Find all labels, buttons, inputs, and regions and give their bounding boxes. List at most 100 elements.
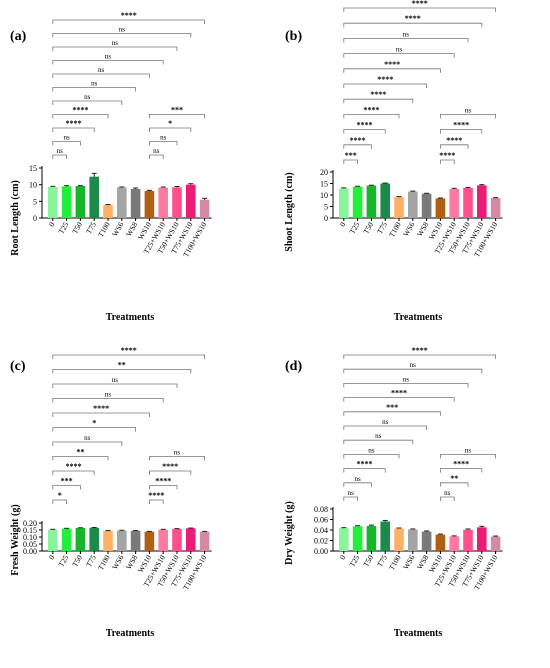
significance-label: **** [66,119,82,128]
significance-bracket [52,470,95,475]
significance-bracket [343,98,414,104]
bar [61,186,72,218]
y-axis-title: Fresh Weight (g) [10,504,21,575]
significance-label: ns [354,475,361,483]
x-axis-title: Treatments [106,628,155,639]
x-axis-title: Treatments [106,312,155,323]
significance-label: **** [453,121,469,130]
significance-label: ns [396,46,403,54]
significance-bracket [52,398,164,403]
significance-label: **** [377,75,393,84]
significance-bracket [343,114,400,119]
significance-bracket [343,411,441,416]
significance-bracket [440,159,455,164]
significance-label: ns [465,106,472,114]
significance-label: * [92,419,96,428]
significance-label: **** [439,151,455,160]
significance-label: ns [382,418,389,426]
x-category-label: T50 [361,220,375,235]
x-category-label: T100 [96,220,112,238]
bar [117,187,127,218]
significance-bracket [149,127,192,132]
significance-bracket [52,441,123,446]
x-category-label: WS6 [110,220,125,238]
significance-bracket [52,114,109,119]
bar [186,184,196,218]
significance-label: **** [405,14,421,23]
x-category-label: T50 [361,553,375,568]
bar [103,205,113,218]
x-category-label: T100 [387,553,403,571]
y-tick-label: 0.00 [23,547,37,556]
significance-bracket [343,22,483,28]
significance-bracket [52,485,81,490]
x-category-label: T25 [347,220,361,235]
y-tick-label: 5 [33,197,37,206]
x-category-label: 0 [47,553,57,561]
significance-label: **** [357,121,373,130]
significance-label: ns [444,489,451,497]
significance-label: *** [345,151,357,160]
y-tick-label: 5 [324,203,328,212]
significance-bracket [343,454,400,459]
x-category-label: T100 [96,553,112,571]
significance-label: ns [465,446,472,454]
x-axis-title: Treatments [394,312,443,323]
bar [48,187,58,218]
bar [435,198,446,218]
significance-label: **** [121,346,137,355]
significance-bracket [343,468,386,473]
significance-bracket [149,485,178,490]
x-category-label: T25 [56,553,70,568]
x-category-label: T50 [70,553,84,568]
bar [421,531,432,551]
chart-panel-3: (d)0.000.020.040.060.080 T25 T50 T75T100WS6… [284,346,503,639]
bar [158,529,168,551]
bar [158,187,168,218]
bar [199,531,210,551]
significance-label: **** [384,60,400,69]
y-tick-label: 0.15 [23,526,37,535]
significance-label: **** [350,136,366,145]
bar [490,197,501,218]
y-tick-label: 0.00 [314,547,328,556]
significance-bracket [52,100,123,105]
y-tick-label: 20 [320,168,328,177]
significance-label: **** [93,404,109,413]
significance-label: ns [403,375,410,383]
significance-bracket [149,114,205,119]
panel-letter: (b) [285,29,302,44]
significance-bracket [52,87,136,92]
significance-bracket [52,141,81,146]
bar [172,187,182,218]
bar [421,193,432,218]
significance-bracket [343,482,372,487]
bar [394,197,404,218]
significance-bracket [52,73,150,78]
significance-label: **** [412,346,428,355]
bar [130,189,141,218]
significance-label: ns [57,147,64,155]
bar [380,521,390,551]
significance-label: ns [153,147,160,155]
significance-label: ns [410,361,417,369]
significance-bracket [52,46,178,51]
bar [117,530,127,551]
y-tick-label: 0.04 [314,526,328,535]
significance-bracket [343,129,386,134]
significance-label: **** [412,0,428,8]
y-tick-label: 10 [320,191,328,200]
significance-bracket [343,159,358,164]
bar [408,529,418,551]
bar [75,528,86,551]
bar [366,525,377,551]
bar [339,528,349,551]
x-category-label: WS6 [401,553,416,571]
significance-label: ** [76,448,84,457]
significance-label: **** [72,106,88,115]
significance-bracket [343,53,455,58]
significance-label: ns [98,66,105,74]
significance-bracket [52,383,178,388]
significance-label: **** [391,389,407,398]
